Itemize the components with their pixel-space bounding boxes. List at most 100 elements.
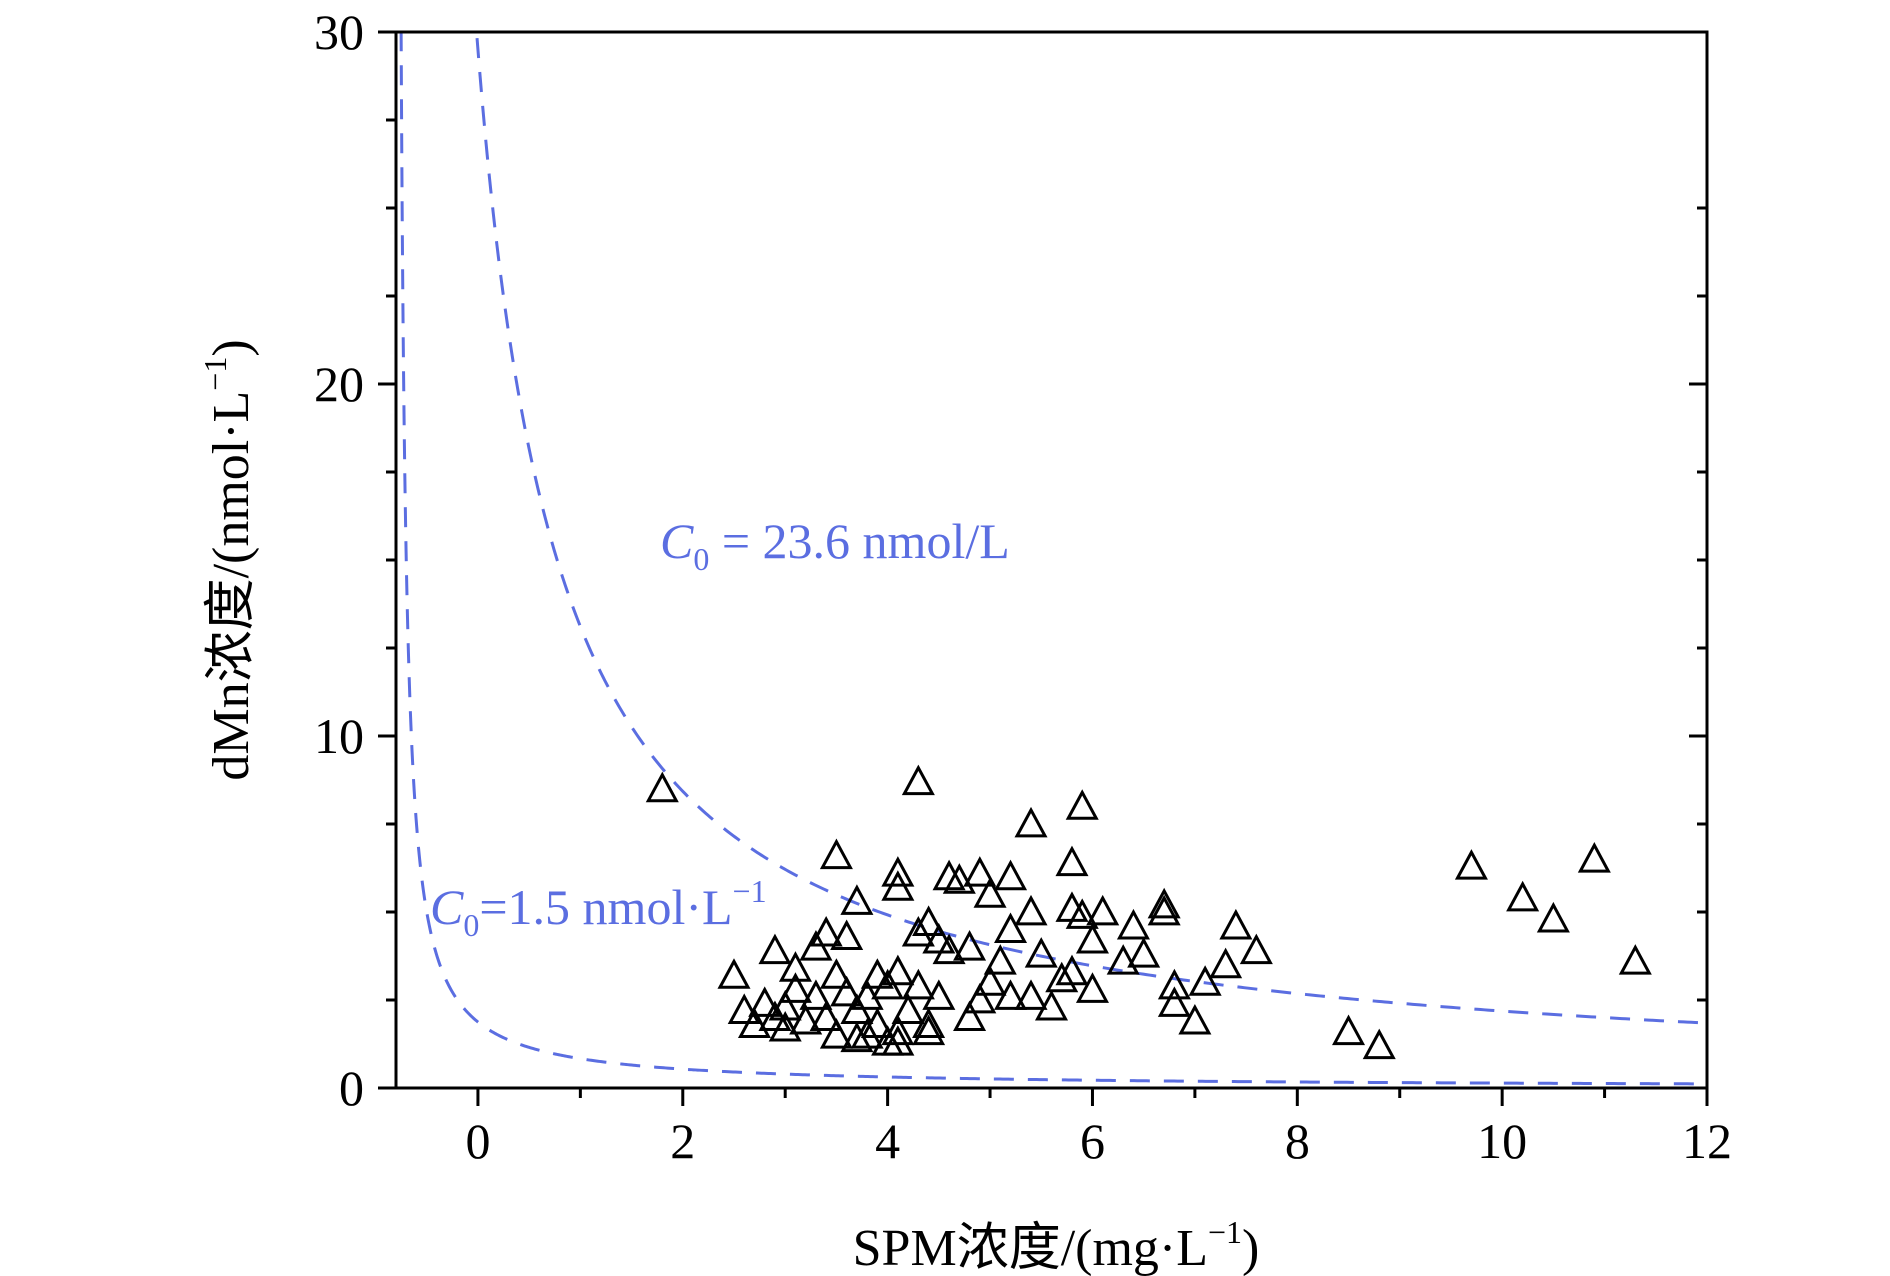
- y-tick-label: 20: [314, 356, 364, 412]
- data-point: [942, 863, 976, 894]
- y-tick-label: 10: [314, 708, 364, 764]
- data-point: [748, 986, 782, 1017]
- data-point: [737, 1007, 771, 1039]
- data-point: [1618, 944, 1652, 975]
- data-point: [901, 915, 935, 947]
- x-tick-label: 8: [1285, 1113, 1310, 1169]
- data-point: [994, 859, 1028, 891]
- data-point: [768, 989, 802, 1021]
- data-point: [973, 877, 1007, 908]
- data-point: [727, 993, 761, 1024]
- data-point: [1536, 901, 1570, 933]
- data-point: [1219, 908, 1253, 940]
- data-point: [819, 958, 853, 989]
- data-point: [1055, 891, 1089, 922]
- data-point: [881, 856, 915, 887]
- data-point: [1055, 845, 1089, 877]
- data-point: [963, 982, 997, 1014]
- data-point: [1075, 972, 1109, 1003]
- data-point: [1178, 1003, 1212, 1035]
- data-point: [932, 859, 966, 891]
- data-point: [789, 1003, 823, 1035]
- data-point: [994, 979, 1028, 1010]
- data-point: [1506, 880, 1540, 912]
- data-point: [840, 1021, 874, 1053]
- data-point: [953, 930, 987, 961]
- data-point: [768, 1011, 802, 1042]
- data-point: [1014, 894, 1048, 926]
- data-point: [778, 972, 812, 1003]
- data-point: [912, 1007, 946, 1039]
- data-point: [819, 838, 853, 870]
- x-tick-label: 2: [670, 1113, 695, 1169]
- reference-curve-1: [475, 32, 1707, 1025]
- axis-ticks: [378, 30, 1709, 1106]
- data-point: [1075, 923, 1109, 954]
- data-point: [922, 979, 956, 1010]
- data-point: [717, 958, 751, 989]
- data-point: [1147, 894, 1181, 926]
- data-point: [953, 1000, 987, 1031]
- x-tick-label: 0: [465, 1113, 490, 1169]
- data-point: [860, 1007, 894, 1039]
- data-point: [830, 975, 864, 1007]
- data-point: [1014, 806, 1048, 838]
- data-point: [912, 905, 946, 936]
- data-point: [809, 915, 843, 947]
- data-point: [830, 919, 864, 951]
- y-axis-title: dMn浓度/(nmol·L−1): [197, 339, 260, 780]
- data-point: [881, 1025, 915, 1056]
- data-point: [1209, 947, 1243, 979]
- data-point: [758, 1000, 792, 1031]
- data-point: [1014, 979, 1048, 1010]
- data-point: [1157, 986, 1191, 1017]
- x-tick-labels: 0 2 4 6 8 10 12: [465, 1113, 1732, 1169]
- data-points: [645, 764, 1652, 1060]
- data-point: [850, 979, 884, 1010]
- data-point: [1127, 937, 1161, 968]
- y-tick-labels: 0 10 20 30: [314, 4, 364, 1116]
- data-point: [809, 1000, 843, 1031]
- data-point: [881, 870, 915, 901]
- data-point: [881, 1014, 915, 1046]
- data-point: [881, 954, 915, 986]
- data-point: [1454, 849, 1488, 880]
- data-point: [645, 771, 679, 803]
- data-point: [1106, 944, 1140, 975]
- data-point: [891, 993, 925, 1024]
- x-tick-label: 10: [1477, 1113, 1527, 1169]
- data-point: [1065, 898, 1099, 929]
- data-point: [799, 930, 833, 961]
- y-tick-label: 30: [314, 4, 364, 60]
- data-point: [871, 968, 905, 1000]
- data-point: [932, 933, 966, 965]
- data-point: [1577, 842, 1611, 873]
- data-point: [973, 965, 1007, 996]
- data-point: [1188, 965, 1222, 996]
- data-point: [1147, 887, 1181, 919]
- data-point: [1239, 933, 1273, 965]
- data-point: [1157, 968, 1191, 1000]
- data-point: [1116, 908, 1150, 940]
- data-point: [1332, 1014, 1366, 1046]
- data-point: [819, 1018, 853, 1049]
- data-point: [1086, 894, 1120, 926]
- data-point: [1362, 1028, 1396, 1060]
- data-point: [994, 912, 1028, 943]
- data-point: [922, 923, 956, 954]
- data-point: [1065, 789, 1099, 820]
- data-point: [901, 764, 935, 796]
- annotation-c0-23-6: C0 = 23.6 nmol/L: [660, 513, 1010, 577]
- data-point: [963, 856, 997, 887]
- data-point: [840, 884, 874, 915]
- data-point: [1034, 989, 1069, 1021]
- data-point: [1024, 937, 1058, 968]
- y-tick-label: 0: [339, 1060, 364, 1116]
- x-axis-title: SPM浓度/(mg·L−1): [853, 1214, 1260, 1276]
- x-tick-label: 12: [1682, 1113, 1732, 1169]
- x-tick-label: 6: [1080, 1113, 1105, 1169]
- data-point: [912, 1014, 946, 1046]
- annotation-c0-1-5: C0=1.5 nmol·L−1: [430, 873, 767, 943]
- data-point: [758, 933, 792, 965]
